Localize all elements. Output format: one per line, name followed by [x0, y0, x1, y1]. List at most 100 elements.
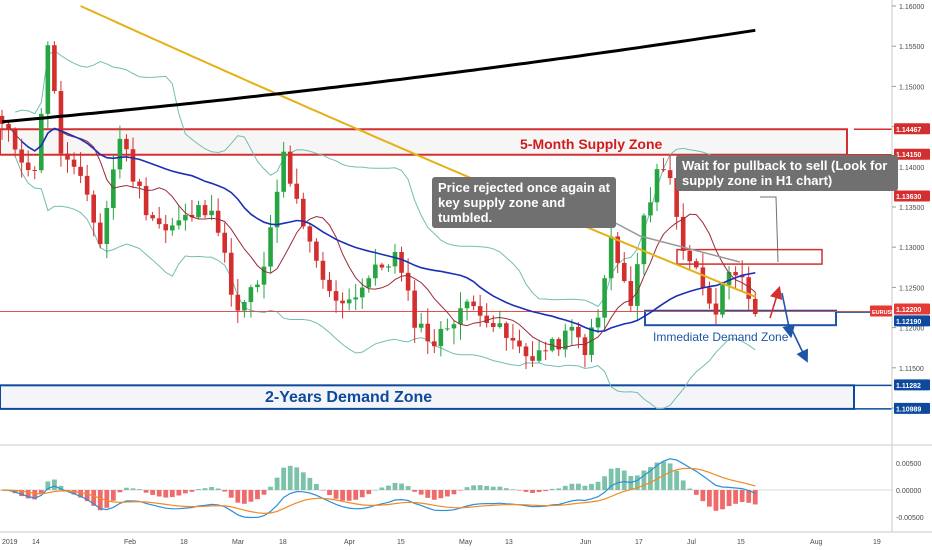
macd-histogram-bar	[150, 490, 156, 495]
price-tag	[894, 148, 930, 160]
candle-body	[438, 328, 444, 347]
candle-body	[78, 166, 83, 176]
price-tick-label: 1.13500	[899, 205, 924, 212]
bollinger-upper	[14, 49, 756, 308]
candle-body	[130, 149, 136, 182]
macd-histogram-bar	[700, 490, 706, 502]
macd-histogram-bar	[707, 490, 712, 507]
macd-histogram-bar	[615, 467, 621, 490]
candle-body	[104, 207, 110, 244]
drop-arrow-2	[791, 329, 808, 363]
candle-body	[490, 323, 496, 327]
candle-body	[97, 222, 103, 244]
macd-histogram-bar	[359, 490, 365, 498]
candle-body	[373, 264, 378, 279]
price-tag-label: 1.14150	[896, 152, 921, 159]
date-tick-label: 15	[737, 539, 745, 546]
macd-histogram-bar	[274, 477, 280, 490]
candle-body	[746, 277, 751, 299]
price-tag	[894, 402, 930, 414]
macd-histogram-bar	[202, 488, 208, 490]
macd-histogram-bar	[209, 486, 214, 490]
price-tag-label: 1.11282	[896, 383, 921, 390]
macd-histogram-bar	[608, 468, 614, 490]
macd-histogram-bar	[641, 470, 647, 490]
macd-histogram-bar	[431, 490, 437, 500]
candle-body	[150, 215, 155, 219]
macd-histogram-bar	[386, 485, 391, 490]
candle-body	[294, 183, 300, 199]
candle-body	[654, 169, 660, 203]
candle-body	[359, 287, 365, 298]
macd-histogram-bar	[582, 485, 588, 490]
price-tag-label: EURUSD	[872, 310, 895, 316]
candle-body	[301, 198, 306, 227]
macd-histogram-bar	[674, 470, 680, 490]
macd-histogram-bar	[510, 489, 516, 490]
macd-histogram-bar	[477, 485, 483, 490]
price-tag-label: 1.12190	[896, 319, 921, 326]
price-tag-label: 1.14467	[896, 127, 921, 134]
price-tick-label: 1.15000	[899, 84, 924, 91]
price-tag-label: 1.10989	[896, 406, 921, 413]
candle-body	[19, 149, 24, 163]
macd-histogram-bar	[412, 490, 418, 492]
candle-body	[707, 287, 712, 304]
macd-histogram-bar	[720, 490, 725, 510]
candle-body	[530, 356, 535, 361]
macd-histogram-bar	[320, 490, 326, 491]
date-tick-label: Feb	[124, 539, 136, 546]
candle-body	[215, 210, 221, 233]
macd-histogram-bar	[693, 490, 699, 495]
candle-body	[314, 241, 319, 261]
macd-histogram-bar	[739, 490, 745, 503]
macd-histogram-bar	[45, 481, 51, 490]
pullback-arrow	[769, 285, 783, 319]
price-tick-label: 1.15500	[899, 44, 924, 51]
date-tick-label: 13	[505, 539, 513, 546]
macd-histogram-bar	[32, 490, 38, 500]
ma50-line	[21, 127, 756, 333]
macd-histogram-bar	[176, 490, 182, 496]
macd-histogram-bar	[752, 490, 758, 505]
price-tick-label: 1.12500	[899, 285, 924, 292]
candle-body	[84, 175, 90, 195]
candle-body	[464, 301, 470, 309]
candle-body	[261, 266, 267, 285]
candle-body	[739, 275, 745, 278]
candle-body	[209, 210, 214, 216]
date-tick-label: 17	[635, 539, 643, 546]
macd-histogram-bar	[418, 490, 424, 495]
drop-arrow-1	[781, 292, 795, 339]
candle-body	[0, 115, 5, 124]
macd-histogram-bar	[143, 490, 149, 493]
macd-histogram-bar	[366, 490, 372, 495]
candle-body	[497, 323, 503, 327]
macd-histogram-bar	[464, 487, 470, 490]
candle-body	[222, 232, 227, 253]
candle-body	[353, 297, 358, 300]
macd-histogram-bar	[562, 485, 568, 490]
macd-histogram-bar	[549, 488, 555, 490]
macd-histogram-bar	[569, 483, 575, 490]
macd-histogram-bar	[746, 490, 752, 503]
macd-histogram-bar	[196, 489, 201, 490]
macd-histogram-bar	[530, 490, 535, 493]
annotation-wait-pullback: Wait for pullback to sell (Look for supp…	[676, 155, 898, 191]
macd-histogram-bar	[399, 483, 404, 490]
candle-body	[268, 227, 273, 267]
zones-layer	[0, 128, 855, 410]
price-tag	[894, 190, 930, 202]
candle-body	[163, 224, 169, 231]
macd-histogram-bar	[183, 490, 188, 494]
candle-body	[340, 300, 345, 304]
price-tag	[894, 315, 930, 327]
macd-histogram-bar	[523, 490, 529, 492]
candle-body	[667, 170, 673, 179]
macd-histogram-bar	[346, 490, 352, 501]
macd-histogram-bar	[38, 490, 44, 494]
candle-body	[720, 285, 725, 315]
candle-body	[327, 279, 332, 292]
